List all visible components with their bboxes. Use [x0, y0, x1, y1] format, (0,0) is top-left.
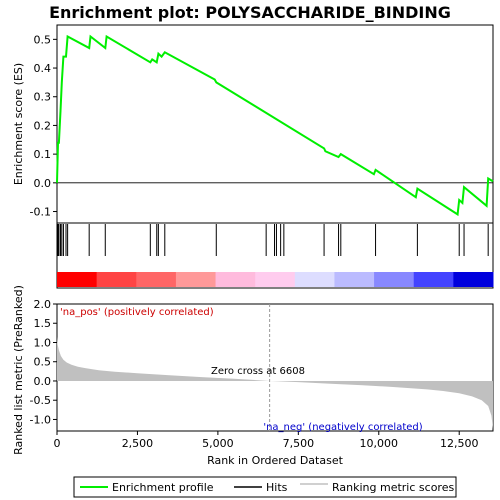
- metric-y-tick-label: 0.5: [34, 356, 52, 369]
- es-y-tick-label: 0.0: [34, 177, 52, 190]
- x-ticks: 0 2,500 5,000 7,500 10,000 12,500: [54, 431, 479, 450]
- heat-segment: [374, 272, 414, 287]
- zero-cross-label: Zero cross at 6608: [211, 366, 305, 377]
- x-tick-label: 7,500: [283, 437, 315, 450]
- es-y-tick-label: 0.5: [34, 33, 52, 46]
- heat-segment: [334, 272, 374, 287]
- heat-segment: [255, 272, 295, 287]
- legend-label-hits: Hits: [266, 481, 288, 494]
- es-y-tick-label: -0.1: [30, 206, 51, 219]
- x-tick-label: 2,500: [122, 437, 154, 450]
- x-tick-label: 10,000: [360, 437, 399, 450]
- heat-segment: [97, 272, 137, 287]
- x-tick-label: 12,500: [440, 437, 479, 450]
- es-y-ticks: -0.1 0.0 0.1 0.2 0.3 0.4 0.5: [30, 33, 57, 218]
- metric-y-tick-label: 2.0: [34, 298, 52, 311]
- heat-segment: [176, 272, 216, 287]
- x-tick-label: 5,000: [202, 437, 234, 450]
- metric-panel: -1.0 -0.5 0.0 0.5 1.0 1.5 2.0 0 2,500 5,000 7,500…: [12, 285, 493, 467]
- metric-y-ticks: -1.0 -0.5 0.0 0.5 1.0 1.5 2.0: [30, 298, 57, 426]
- chart-title: Enrichment plot: POLYSACCHARIDE_BINDING: [49, 3, 451, 22]
- heat-segment: [57, 272, 97, 287]
- es-y-tick-label: 0.2: [34, 119, 52, 132]
- metric-y-tick-label: 1.0: [34, 336, 52, 349]
- neg-label: 'na_neg' (negatively correlated): [263, 422, 422, 433]
- heat-segment: [136, 272, 176, 287]
- metric-y-axis-label: Ranked list metric (PreRanked): [12, 285, 25, 455]
- heat-segment: [295, 272, 335, 287]
- legend: Enrichment profile Hits Ranking metric s…: [74, 477, 456, 497]
- heat-segment: [216, 272, 256, 287]
- es-panel-frame: [57, 25, 493, 223]
- metric-y-tick-label: 1.5: [34, 317, 52, 330]
- x-axis-label: Rank in Ordered Dataset: [207, 454, 344, 467]
- hits-panel: [57, 223, 494, 288]
- ranking-color-bar: [57, 272, 494, 287]
- es-y-axis-label: Enrichment score (ES): [12, 63, 25, 185]
- metric-y-tick-label: -1.0: [30, 413, 51, 426]
- es-y-tick-label: 0.1: [34, 148, 52, 161]
- es-y-tick-label: 0.4: [34, 62, 52, 75]
- x-tick-label: 0: [54, 437, 61, 450]
- pos-label: 'na_pos' (positively correlated): [60, 307, 214, 318]
- metric-y-tick-label: 0.0: [34, 375, 52, 388]
- es-panel: -0.1 0.0 0.1 0.2 0.3 0.4 0.5 Enrichment score …: [12, 25, 493, 223]
- metric-y-tick-label: -0.5: [30, 394, 51, 407]
- es-y-tick-label: 0.3: [34, 91, 52, 104]
- legend-label-metric: Ranking metric scores: [332, 481, 454, 494]
- heat-segment: [414, 272, 454, 287]
- legend-label-enrichment: Enrichment profile: [112, 481, 214, 494]
- heat-segment: [453, 272, 493, 287]
